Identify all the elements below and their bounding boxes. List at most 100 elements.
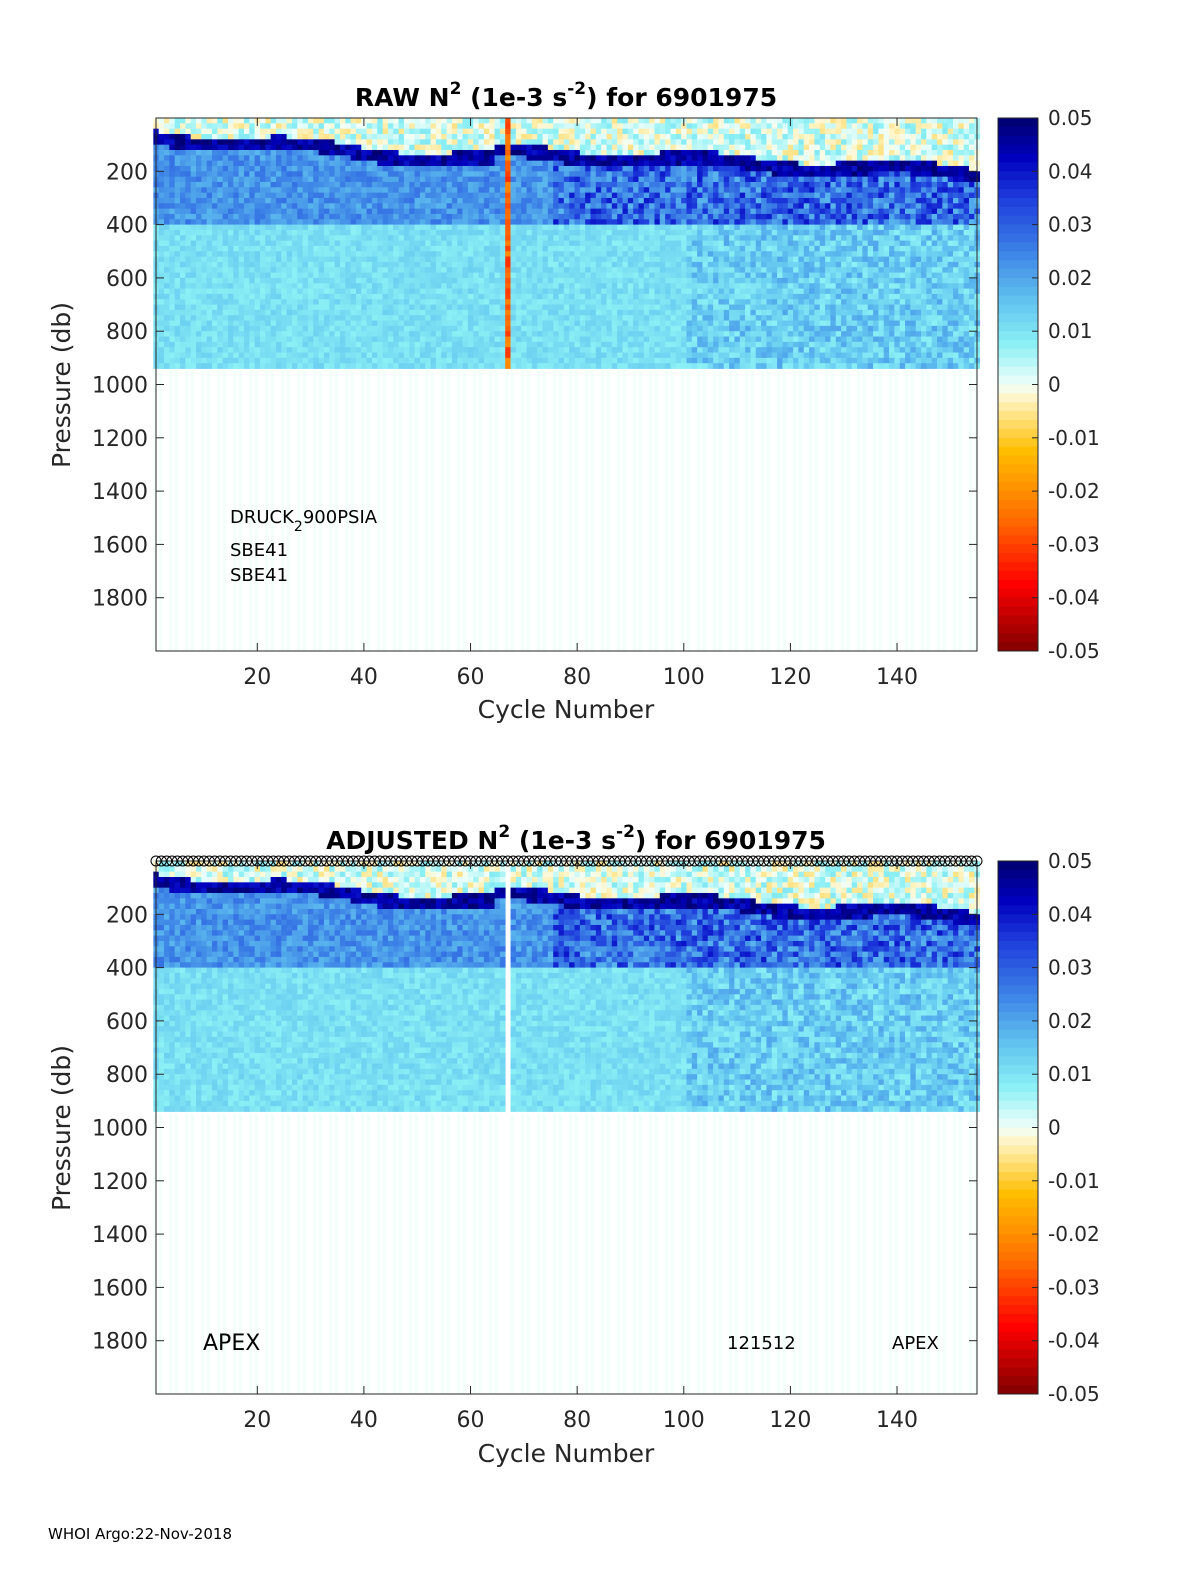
heatmap-cell (489, 357, 495, 364)
heatmap-cell (409, 192, 415, 199)
heatmap-cell (377, 357, 383, 364)
heatmap-cell (291, 325, 298, 332)
heatmap-cell (686, 336, 693, 343)
heatmap-cell (649, 160, 655, 167)
heatmap-cell (547, 357, 554, 364)
heatmap-cell (595, 213, 602, 220)
heatmap-cell (371, 283, 378, 289)
heatmap-cell (196, 144, 202, 151)
heatmap-cell (286, 203, 293, 210)
heatmap-cell (462, 288, 469, 295)
heatmap-cell (606, 245, 613, 252)
heatmap-cell (355, 181, 362, 188)
heatmap-cell (553, 149, 559, 156)
heatmap-cell (323, 293, 330, 300)
heatmap-cell (217, 267, 224, 273)
heatmap-cell (334, 245, 341, 252)
heatmap-cell (243, 336, 250, 343)
heatmap-cell (403, 181, 410, 188)
heatmap-cell (238, 165, 245, 172)
heatmap-cell (329, 245, 335, 252)
heatmap-cell (196, 267, 202, 273)
heatmap-cell (531, 133, 538, 140)
heatmap-cell (387, 208, 394, 215)
heatmap-cell (211, 123, 218, 130)
heatmap-cell (547, 133, 554, 140)
heatmap-cell (606, 197, 613, 204)
heatmap-cell (329, 299, 335, 305)
heatmap-cell (323, 357, 330, 364)
heatmap-cell (425, 320, 431, 327)
heatmap-cell (670, 288, 677, 295)
heatmap-cell (627, 187, 634, 194)
heatmap-cell (457, 208, 463, 215)
heatmap-cell (473, 309, 479, 316)
deep-profile-column (601, 371, 605, 651)
heatmap-cell (371, 363, 378, 369)
heatmap-cell (462, 357, 469, 364)
heatmap-cell (323, 352, 330, 359)
heatmap-cell (409, 181, 415, 188)
heatmap-cell (553, 267, 559, 273)
heatmap-cell (521, 331, 527, 337)
heatmap-cell (483, 261, 490, 268)
heatmap-cell (505, 304, 511, 311)
heatmap-cell (510, 309, 517, 316)
heatmap-cell (297, 267, 303, 273)
heatmap-cell (361, 309, 367, 316)
heatmap-cell (531, 155, 538, 162)
heatmap-cell (531, 240, 538, 247)
heatmap-cell (697, 336, 703, 343)
heatmap-cell (558, 197, 565, 204)
heatmap-cell (521, 165, 527, 172)
heatmap-cell (414, 309, 421, 316)
heatmap-cell (521, 267, 527, 273)
heatmap-cell (265, 272, 272, 279)
heatmap-cell (473, 176, 479, 183)
heatmap-cell (206, 176, 213, 183)
heatmap-cell (579, 208, 586, 215)
heatmap-cell (201, 357, 208, 364)
heatmap-cell (227, 261, 234, 268)
heatmap-cell (478, 288, 485, 295)
heatmap-cell (611, 176, 618, 183)
heatmap-cell (499, 149, 506, 156)
heatmap-cell (243, 118, 250, 124)
heatmap-cell (238, 123, 245, 130)
heatmap-cell (313, 288, 319, 295)
heatmap-cell (339, 133, 346, 140)
heatmap-cell (633, 283, 639, 289)
heatmap-cell (297, 208, 303, 215)
heatmap-cell (622, 357, 629, 364)
heatmap-cell (345, 149, 351, 156)
heatmap-cell (585, 197, 591, 204)
heatmap-cell (483, 363, 490, 369)
heatmap-cell (291, 363, 298, 369)
heatmap-cell (350, 171, 357, 178)
heatmap-cell (313, 315, 319, 321)
heatmap-cell (579, 165, 586, 172)
heatmap-cell (409, 352, 415, 359)
heatmap-cell (249, 315, 256, 321)
heatmap-cell (270, 224, 277, 231)
heatmap-cell (537, 165, 543, 172)
heatmap-cell (601, 267, 607, 273)
heatmap-cell (489, 309, 495, 316)
heatmap-cell (201, 293, 208, 300)
heatmap-cell (158, 256, 165, 263)
heatmap-cell (233, 219, 240, 225)
heatmap-cell (622, 293, 629, 300)
heatmap-cell (537, 267, 543, 273)
heatmap-cell (339, 208, 346, 215)
heatmap-cell (174, 181, 181, 188)
heatmap-cell (633, 357, 639, 364)
heatmap-cell (638, 192, 645, 199)
heatmap-cell (206, 336, 213, 343)
heatmap-cell (478, 299, 485, 305)
heatmap-cell (601, 347, 607, 353)
heatmap-cell (164, 267, 170, 273)
heatmap-cell (563, 304, 570, 311)
heatmap-cell (361, 267, 367, 273)
heatmap-cell (478, 155, 485, 162)
heatmap-cell (339, 293, 346, 300)
